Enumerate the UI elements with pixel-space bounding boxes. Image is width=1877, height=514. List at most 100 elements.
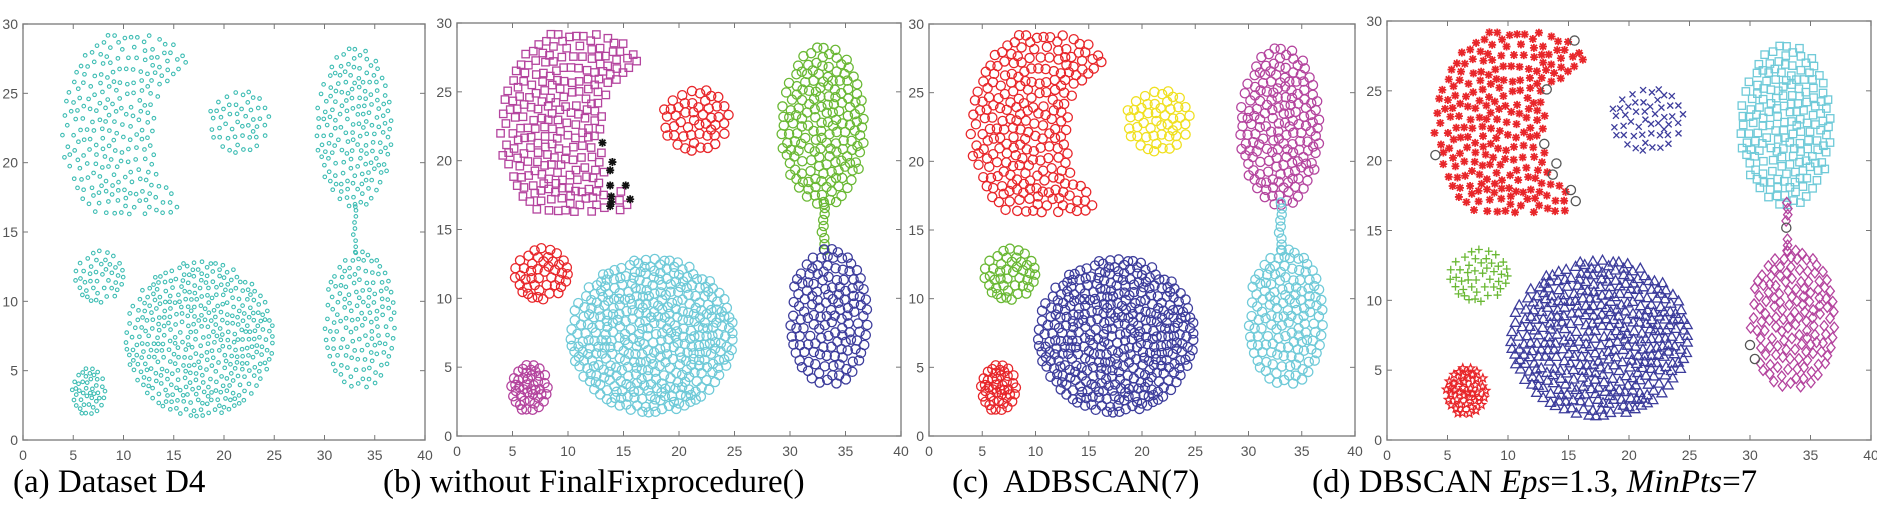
data-point-square xyxy=(503,86,513,96)
data-point-square xyxy=(581,94,591,104)
data-point-dot xyxy=(245,296,250,302)
data-point-circle xyxy=(530,366,541,377)
data-point-dot xyxy=(366,186,371,191)
data-point-dot xyxy=(228,277,234,283)
data-point-x xyxy=(1648,88,1656,96)
data-point-x xyxy=(1612,131,1620,139)
data-point-square xyxy=(519,76,529,86)
data-point-dot xyxy=(230,295,235,301)
data-point-dot xyxy=(338,345,344,351)
data-point-dot xyxy=(229,353,235,359)
data-point-asterisk xyxy=(1578,55,1587,64)
data-point-dot xyxy=(371,73,377,78)
data-point-diamond xyxy=(1781,266,1792,280)
data-point-circle xyxy=(810,173,821,185)
data-point-triangle xyxy=(1566,393,1580,405)
data-point-dot xyxy=(115,187,121,193)
data-point-asterisk xyxy=(1502,118,1511,127)
data-point-circle xyxy=(1152,302,1164,314)
data-point-dot xyxy=(183,384,189,390)
data-point-dot xyxy=(182,288,188,294)
data-point-dot xyxy=(331,320,337,325)
data-point-asterisk xyxy=(1533,79,1542,88)
data-point-diamond xyxy=(1782,321,1794,334)
data-point-dot xyxy=(117,96,123,101)
data-point-dot xyxy=(360,79,366,85)
data-point-dot xyxy=(369,177,375,183)
data-point-dot xyxy=(204,367,209,372)
data-point-circle xyxy=(1255,177,1267,188)
data-point-dot xyxy=(201,389,207,395)
data-point-circle xyxy=(1244,145,1255,156)
data-point-circle xyxy=(1295,294,1307,306)
data-point-triangle xyxy=(1558,402,1571,414)
data-point-circle xyxy=(1145,289,1157,301)
data-point-triangle xyxy=(1564,336,1577,347)
data-point-dot xyxy=(181,261,186,266)
data-point-dot xyxy=(376,162,382,168)
data-point-square xyxy=(531,70,541,79)
caption-b: (b) without FinalFixprocedure() xyxy=(383,466,805,499)
data-point-triangle xyxy=(1619,405,1633,417)
caption-b-text: (b) without FinalFixprocedure() xyxy=(383,464,805,500)
data-point-dot xyxy=(369,336,375,341)
data-point-dot xyxy=(319,142,325,148)
data-point-diamond xyxy=(1777,379,1788,393)
data-point-dot xyxy=(381,350,387,355)
data-point-dot xyxy=(72,148,78,153)
data-point-asterisk xyxy=(1561,187,1570,196)
data-point-asterisk xyxy=(1492,168,1501,177)
data-point-circle xyxy=(526,384,537,395)
data-point-dot xyxy=(239,346,245,352)
data-point-dot xyxy=(243,113,249,119)
data-point-dot xyxy=(385,332,390,338)
y-tick-label: 30 xyxy=(436,15,452,31)
data-point-dot xyxy=(139,355,145,360)
data-point-triangle xyxy=(1607,313,1620,325)
data-point-square xyxy=(498,150,508,160)
data-point-triangle xyxy=(1509,316,1522,327)
data-point-plus xyxy=(1471,254,1480,263)
data-point-dot xyxy=(374,79,379,85)
data-point-dot xyxy=(181,272,187,278)
data-point-asterisk xyxy=(1479,56,1488,65)
data-point-dot xyxy=(350,106,356,111)
data-point-dot xyxy=(356,265,361,271)
data-point-dot xyxy=(135,361,141,367)
data-point-dot xyxy=(326,155,331,161)
data-point-dot xyxy=(149,55,154,60)
y-tick-label: 0 xyxy=(916,428,924,444)
data-point-triangle xyxy=(1610,324,1623,336)
data-point-square xyxy=(1792,75,1801,84)
data-point-dot xyxy=(111,172,117,178)
data-point-dot xyxy=(231,304,236,310)
data-point-dot xyxy=(87,147,92,152)
data-point-dot xyxy=(123,111,129,117)
data-point-circle xyxy=(803,176,814,188)
data-point-dot xyxy=(78,127,83,133)
data-point-dot xyxy=(151,341,157,347)
data-point-triangle xyxy=(1505,325,1519,337)
data-point-square xyxy=(533,157,542,167)
data-point-circle xyxy=(649,265,660,277)
data-point-square xyxy=(517,172,526,182)
data-point-dot xyxy=(329,294,335,300)
data-point-dot xyxy=(119,47,125,52)
data-point-dot xyxy=(330,187,336,193)
data-point-circle xyxy=(810,112,821,123)
data-point-circle xyxy=(565,333,577,345)
data-point-diamond xyxy=(1764,340,1775,354)
data-point-circle xyxy=(1056,377,1068,388)
data-point-x xyxy=(1640,98,1647,106)
data-point-dot xyxy=(153,378,159,384)
data-point-dot xyxy=(339,103,345,109)
data-point-circle xyxy=(785,169,796,180)
data-point-dot xyxy=(96,200,102,206)
data-point-triangle xyxy=(1659,360,1673,372)
data-point-circle xyxy=(1040,341,1051,353)
data-point-circle xyxy=(518,263,530,274)
data-point-diamond xyxy=(1799,282,1810,296)
data-point-circle xyxy=(980,396,991,408)
data-point-diamond xyxy=(1785,376,1796,390)
